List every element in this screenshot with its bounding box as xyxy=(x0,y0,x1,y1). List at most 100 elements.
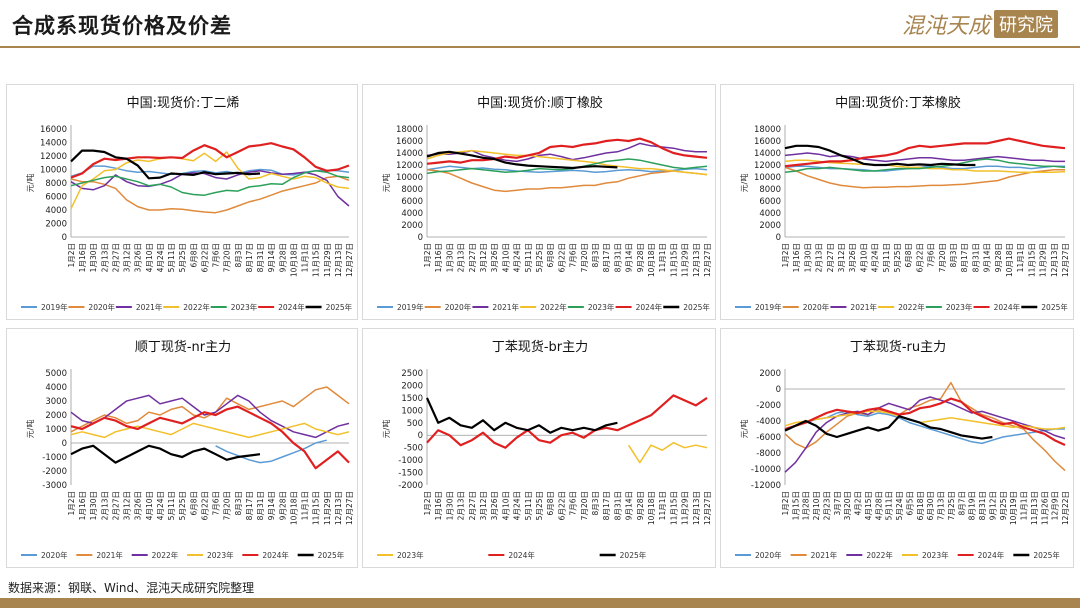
x-tick-label: 7月20日 xyxy=(580,243,589,272)
x-tick-label: 2月13日 xyxy=(457,491,466,520)
x-tick-label: 8月17日 xyxy=(245,243,254,272)
series-line-2022年 xyxy=(70,151,350,210)
series-line-2023年 xyxy=(784,158,1066,173)
x-tick-label: 7月6日 xyxy=(569,243,578,268)
x-tick-label: 11月1日 xyxy=(1020,491,1029,520)
y-tick-label: 1500 xyxy=(401,394,423,404)
x-tick-label: 6月18日 xyxy=(916,491,925,520)
x-tick-label: 4月24日 xyxy=(513,243,522,272)
y-tick-label: 2000 xyxy=(401,381,423,391)
series-line-2020年 xyxy=(426,169,708,193)
y-tick-label: 0 xyxy=(776,233,781,243)
series-line-2024年 xyxy=(70,405,350,470)
x-tick-label: 4月2日 xyxy=(854,491,863,516)
x-tick-label: 5月11日 xyxy=(524,243,533,272)
chart-panel-sbr-rubber: 中国:现货价:丁苯橡胶 元/吨 0 2000 4000 6000 8000 10000 1200… xyxy=(720,84,1074,320)
y-tick-label: -12000 xyxy=(751,481,781,491)
series-line-2024年 xyxy=(426,137,708,165)
x-tick-label: 1月30日 xyxy=(803,243,812,272)
series-line-2019年 xyxy=(784,165,1065,172)
series-line-2023年 xyxy=(627,441,708,464)
y-tick-label: -2000 xyxy=(42,467,67,477)
y-tick-label: 6000 xyxy=(759,197,781,207)
x-tick-label: 9月28日 xyxy=(636,243,645,272)
x-tick-label: 11月1日 xyxy=(658,491,667,520)
series-line-2020年 xyxy=(70,175,350,214)
series-line-2022年 xyxy=(426,149,708,176)
x-tick-label: 7月25日 xyxy=(947,491,956,520)
y-tick-label: 2000 xyxy=(401,221,423,231)
x-tick-label: 12月13日 xyxy=(334,491,343,525)
x-tick-label: 4月10日 xyxy=(501,491,510,520)
y-axis-label: 元/吨 xyxy=(25,420,35,439)
chart-panel-br-nr-spread: 顺丁现货-nr主力 元/吨 -3000 -2000 -1000 0 1000 2000 3000… xyxy=(6,328,358,568)
x-tick-label: 5月11日 xyxy=(885,491,894,520)
x-tick-label: 11月15日 xyxy=(669,243,678,277)
x-tick-label: 6月8日 xyxy=(904,243,913,268)
x-tick-label: 1月2日 xyxy=(781,491,790,516)
y-tick-label: -1000 xyxy=(42,453,67,463)
chart-panel-sbr-ru-spread: 丁苯现货-ru主力 元/吨 -12000 -10000 -8000 -6000 -4000 -… xyxy=(720,328,1074,568)
legend-label: 2021年 xyxy=(136,302,163,312)
x-tick-label: 9月28日 xyxy=(278,491,287,520)
legend-label: 2023年 xyxy=(231,302,258,312)
x-tick-label: 1月2日 xyxy=(67,491,76,516)
legend-label: 2025年 xyxy=(326,302,353,312)
company-logo: 混沌天成 研究院 xyxy=(902,8,1058,40)
x-tick-label: 4月24日 xyxy=(513,491,522,520)
chart-panel-br-rubber: 中国:现货价:顺丁橡胶 元/吨 0 2000 4000 6000 8000 10000 1200… xyxy=(362,84,716,320)
x-tick-label: 8月3日 xyxy=(591,243,600,268)
x-tick-label: 5月24日 xyxy=(895,491,904,520)
series-line-2025年 xyxy=(70,444,261,464)
x-tick-label: 8月3日 xyxy=(234,243,243,268)
y-tick-label: 1000 xyxy=(401,406,423,416)
y-tick-label: 14000 xyxy=(754,149,781,159)
x-tick-label: 11月13日 xyxy=(1030,491,1039,525)
header-divider xyxy=(0,46,1080,48)
x-tick-label: 6月8日 xyxy=(546,491,555,516)
x-tick-label: 2月27日 xyxy=(468,491,477,520)
x-tick-label: 1月16日 xyxy=(792,243,801,272)
x-tick-label: 1月2日 xyxy=(67,243,76,268)
y-axis-label: 元/吨 xyxy=(25,174,35,193)
x-tick-label: 9月12日 xyxy=(988,491,997,520)
x-tick-label: 9月28日 xyxy=(636,491,645,520)
x-tick-label: 12月22日 xyxy=(1061,491,1070,525)
x-tick-label: 4月10日 xyxy=(145,243,154,272)
x-tick-label: 8月19日 xyxy=(968,491,977,520)
x-tick-label: 10月18日 xyxy=(647,491,656,525)
y-tick-label: 0 xyxy=(418,233,423,243)
x-tick-label: 1月30日 xyxy=(89,491,98,520)
legend-label: 2022年 xyxy=(152,550,179,560)
series-line-2021年 xyxy=(70,386,350,433)
x-tick-label: 7月20日 xyxy=(223,243,232,272)
y-axis-label: 元/吨 xyxy=(739,420,749,439)
legend-label: 2025年 xyxy=(683,302,710,312)
page-title: 合成系现货价格及价差 xyxy=(12,13,232,38)
x-tick-label: 2月13日 xyxy=(457,243,466,272)
legend-label: 2019年 xyxy=(755,302,782,312)
x-tick-label: 11月29日 xyxy=(323,491,332,525)
x-tick-label: 11月15日 xyxy=(312,491,321,525)
legend-label: 2021年 xyxy=(850,302,877,312)
y-tick-label: 500 xyxy=(407,419,423,429)
y-tick-label: 8000 xyxy=(45,179,67,189)
legend-label: 2025年 xyxy=(318,550,345,560)
x-tick-label: 3月26日 xyxy=(490,491,499,520)
x-tick-label: 2月13日 xyxy=(100,243,109,272)
y-tick-label: 2000 xyxy=(759,221,781,231)
x-tick-label: 12月27日 xyxy=(345,243,354,277)
x-tick-label: 11月1日 xyxy=(1016,243,1025,272)
x-tick-label: 8月17日 xyxy=(245,491,254,520)
y-tick-label: 2000 xyxy=(759,369,781,379)
x-tick-label: 10月19日 xyxy=(1009,491,1018,525)
x-tick-label: 6月5日 xyxy=(905,491,914,516)
chart-panel-butadiene: 中国:现货价:丁二烯 元/吨 0 2000 4000 6000 8000 10000 12000… xyxy=(6,84,358,320)
legend-label: 2021年 xyxy=(492,302,519,312)
series-line-2024年 xyxy=(784,137,1066,168)
chart-title: 丁苯现货-br主力 xyxy=(492,339,588,355)
x-tick-label: 9月25日 xyxy=(999,491,1008,520)
x-tick-label: 9月14日 xyxy=(267,243,276,272)
x-tick-label: 4月10日 xyxy=(859,243,868,272)
